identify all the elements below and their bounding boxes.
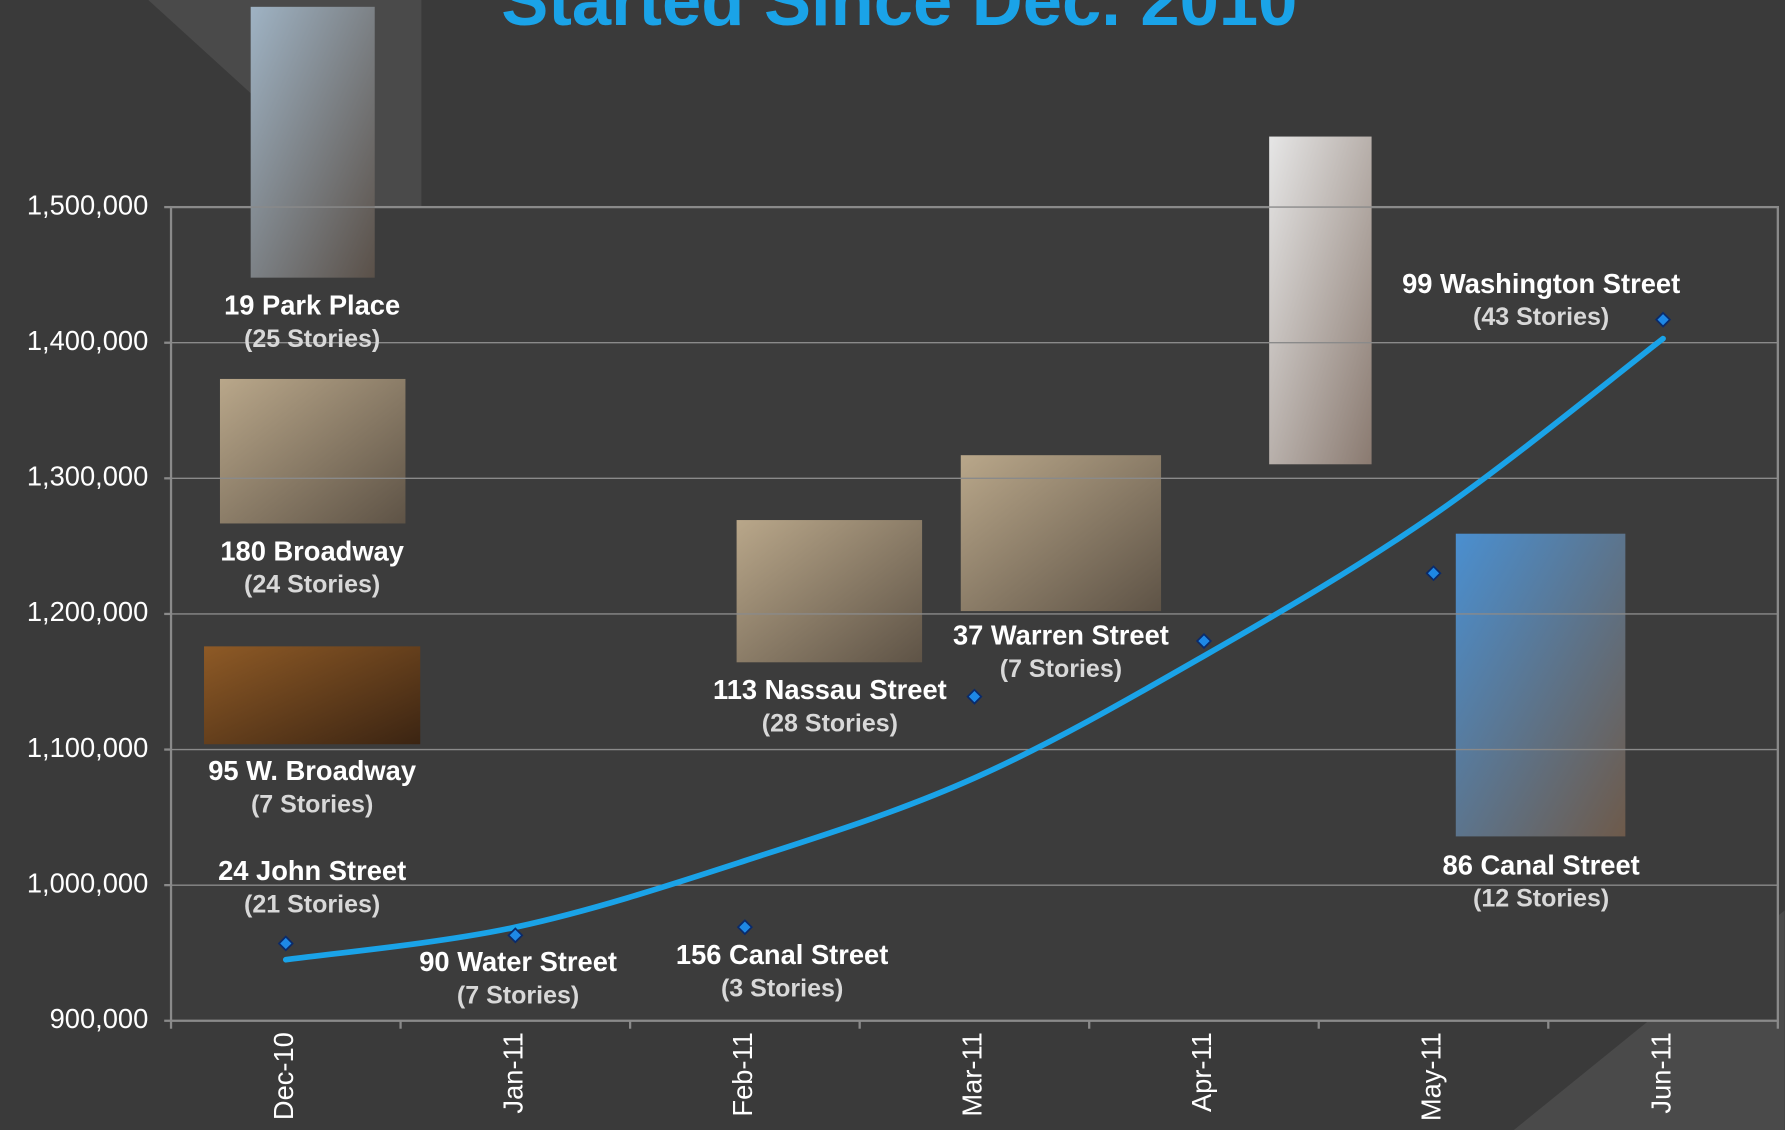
annotation-title: 90 Water Street — [419, 946, 617, 977]
annotation-subtitle: (7 Stories) — [251, 790, 373, 818]
annotation-subtitle: (21 Stories) — [244, 890, 380, 918]
annotation-subtitle: (7 Stories) — [457, 981, 579, 1009]
annotation-title: 24 John Street — [218, 855, 406, 886]
x-tick-label: Feb-11 — [727, 1032, 758, 1116]
building-photo — [219, 378, 406, 524]
annotation-subtitle: (7 Stories) — [1000, 655, 1122, 683]
photos — [204, 6, 1626, 837]
data-point — [966, 688, 983, 705]
annotation-title: 37 Warren Street — [953, 619, 1169, 650]
y-tick-label: 1,200,000 — [27, 596, 148, 627]
chart-title: Started Since Dec. 2010 — [501, 0, 1297, 40]
y-tick-label: 1,300,000 — [27, 461, 148, 492]
building-photo — [1269, 136, 1372, 465]
annotation-subtitle: (25 Stories) — [244, 325, 380, 353]
annotation-subtitle: (12 Stories) — [1473, 885, 1609, 913]
y-tick-label: 900,000 — [50, 1003, 149, 1034]
building-photo — [960, 455, 1162, 612]
x-tick-label: May-11 — [1416, 1032, 1447, 1121]
annotation-subtitle: (3 Stories) — [721, 975, 843, 1003]
building-photo — [736, 520, 923, 663]
data-point — [507, 927, 524, 944]
y-tick-label: 1,100,000 — [27, 732, 148, 763]
data-point — [1425, 565, 1442, 582]
data-point — [1655, 311, 1672, 328]
data-point — [736, 919, 753, 936]
y-tick-label: 1,400,000 — [27, 325, 148, 356]
annotation-subtitle: (24 Stories) — [244, 571, 380, 599]
annotation-subtitle: (28 Stories) — [762, 709, 898, 737]
x-tick-label: Jan-11 — [498, 1032, 529, 1113]
building-photo — [204, 646, 421, 745]
annotation-title: 19 Park Place — [224, 289, 400, 320]
annotation-title: 86 Canal Street — [1443, 849, 1640, 880]
x-tick-label: Apr-11 — [1186, 1032, 1217, 1112]
trendline — [282, 335, 1666, 963]
y-tick-label: 1,500,000 — [27, 189, 148, 220]
data-point — [277, 935, 294, 952]
y-tick-label: 1,000,000 — [27, 867, 148, 898]
building-photo — [1455, 533, 1626, 837]
annotation-subtitle: (43 Stories) — [1473, 303, 1609, 331]
x-tick-label: Mar-11 — [957, 1032, 988, 1116]
x-tick-label: Dec-10 — [268, 1032, 299, 1120]
building-photo — [250, 6, 375, 278]
data-point — [1195, 633, 1213, 650]
annotation-title: 156 Canal Street — [676, 939, 888, 970]
annotation-title: 180 Broadway — [220, 535, 404, 566]
annotation-title: 95 W. Broadway — [208, 755, 417, 786]
annotation-title: 113 Nassau Street — [713, 674, 947, 705]
x-tick-label: Jun-11 — [1645, 1032, 1676, 1113]
annotation-title: 99 Washington Street — [1402, 268, 1680, 299]
